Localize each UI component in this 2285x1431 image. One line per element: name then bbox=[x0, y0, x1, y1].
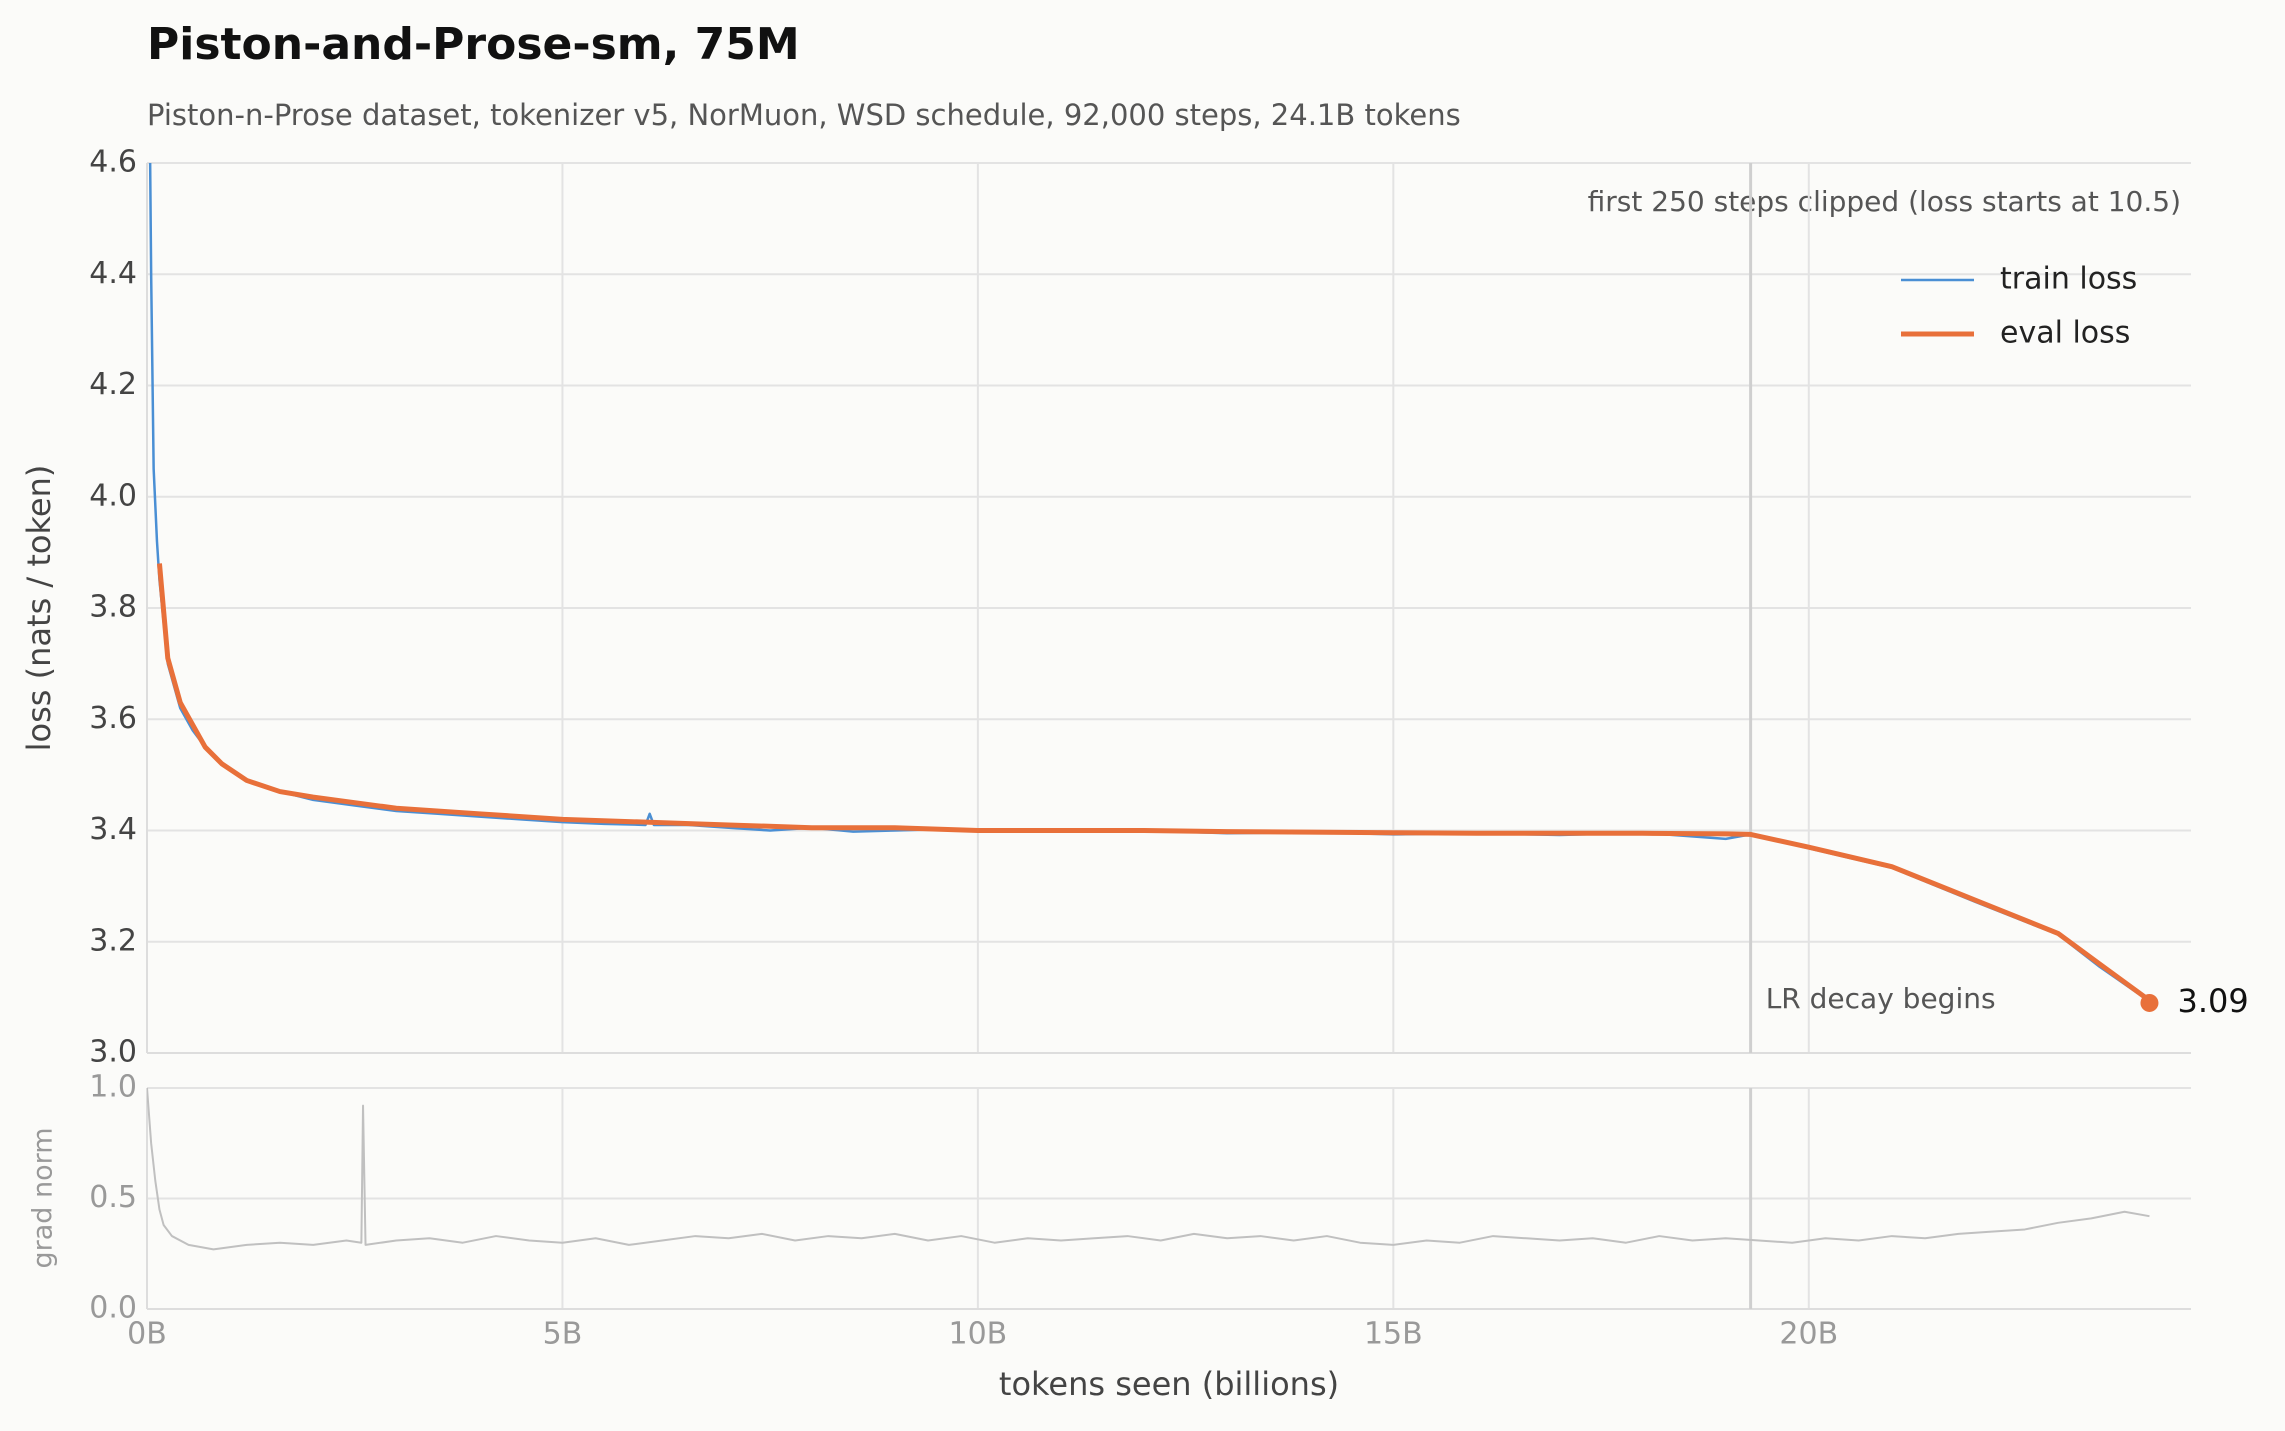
x-tick-label: 0B bbox=[127, 1317, 167, 1352]
chart-title: Piston-and-Prose-sm, 75M bbox=[147, 19, 800, 70]
series-line bbox=[147, 1088, 2150, 1251]
series-line bbox=[148, 163, 2147, 1000]
y-tick-label: 1.0 bbox=[89, 1070, 137, 1105]
x-axis-label: tokens seen (billions) bbox=[999, 1365, 1339, 1403]
legend-label: train loss bbox=[2000, 262, 2137, 297]
x-tick-label: 20B bbox=[1779, 1317, 1838, 1352]
x-tick-label: 10B bbox=[949, 1317, 1008, 1352]
x-tick-label: 15B bbox=[1364, 1317, 1423, 1352]
y-tick-label: 3.8 bbox=[89, 590, 137, 625]
y-tick-label: 0.0 bbox=[89, 1291, 137, 1326]
annotation: LR decay begins bbox=[1766, 982, 1996, 1015]
y-axis-label: grad norm bbox=[28, 1127, 59, 1268]
y-axis-label: loss (nats / token) bbox=[20, 465, 58, 752]
y-tick-label: 3.0 bbox=[89, 1035, 137, 1070]
y-tick-label: 3.2 bbox=[89, 923, 137, 958]
legend-label: eval loss bbox=[2000, 316, 2130, 351]
y-tick-label: 3.6 bbox=[89, 701, 137, 736]
chart-subtitle: Piston-n-Prose dataset, tokenizer v5, No… bbox=[147, 98, 1461, 132]
y-tick-label: 0.5 bbox=[89, 1180, 137, 1215]
y-tick-label: 4.4 bbox=[89, 256, 137, 291]
y-tick-label: 3.4 bbox=[89, 812, 137, 847]
y-tick-label: 4.0 bbox=[89, 478, 137, 513]
final-point bbox=[2140, 993, 2159, 1012]
data-label: 3.09 bbox=[2177, 982, 2248, 1020]
clip-note: first 250 steps clipped (loss starts at … bbox=[1588, 185, 2181, 218]
y-tick-label: 4.6 bbox=[89, 145, 137, 180]
series-line bbox=[156, 563, 2147, 1000]
x-tick-label: 5B bbox=[543, 1317, 583, 1352]
y-tick-label: 4.2 bbox=[89, 367, 137, 402]
